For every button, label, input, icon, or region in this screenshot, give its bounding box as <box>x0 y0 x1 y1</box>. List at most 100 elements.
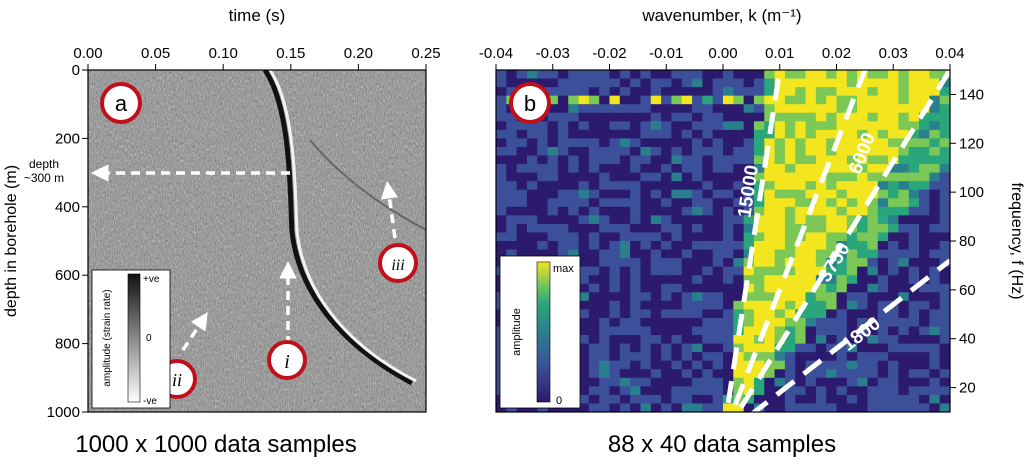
y-tick-label-a: 1000 <box>47 404 80 421</box>
heatmap-cell <box>908 95 920 105</box>
heatmap-cell <box>661 249 672 259</box>
heatmap-cell <box>929 403 941 412</box>
heatmap-cell <box>919 112 930 122</box>
heatmap-cell <box>805 70 817 80</box>
heatmap-cell <box>578 352 590 362</box>
heatmap-cell <box>753 146 765 156</box>
heatmap-cell <box>805 241 817 251</box>
heatmap-cell <box>877 223 889 233</box>
heatmap-cell <box>506 87 518 97</box>
heatmap-cell <box>599 70 610 80</box>
heatmap-cell <box>588 87 600 97</box>
heatmap-cell <box>681 266 693 276</box>
heatmap-cell <box>568 146 580 156</box>
heatmap-cell <box>867 232 879 242</box>
x-tick-label-b: 0.00 <box>708 45 737 62</box>
heatmap-cell <box>578 326 590 336</box>
heatmap-cell <box>857 87 868 97</box>
heatmap-cell <box>702 223 714 233</box>
heatmap-cell <box>774 369 786 379</box>
heatmap-cell <box>908 249 920 259</box>
heatmap-cell <box>599 181 610 191</box>
heatmap-cell <box>764 300 776 310</box>
heatmap-cell <box>857 275 868 285</box>
heatmap-cell <box>506 189 518 199</box>
heatmap-cell <box>650 369 662 379</box>
heatmap-cell <box>599 78 610 88</box>
heatmap-cell <box>712 249 724 259</box>
heatmap-cell <box>795 215 807 225</box>
heatmap-cell <box>815 266 827 276</box>
heatmap-cell <box>836 386 848 396</box>
panel-b-axes: -0.04 -0.03 -0.02 -0.01 0.00 0.01 0.02 0.03 0.04… <box>479 45 984 397</box>
heatmap-cell <box>599 335 610 345</box>
heatmap-cell <box>919 95 930 105</box>
heatmap-cell <box>619 292 631 302</box>
heatmap-cell <box>733 249 745 259</box>
heatmap-cell <box>826 369 837 379</box>
heatmap-cell <box>919 266 930 276</box>
heatmap-cell <box>609 112 621 122</box>
heatmap-cell <box>640 112 652 122</box>
heatmap-cell <box>774 232 786 242</box>
heatmap-cell <box>867 138 879 148</box>
heatmap-cell <box>795 275 807 285</box>
heatmap-cell <box>733 155 745 165</box>
heatmap-cell <box>908 70 920 80</box>
heatmap-cell <box>547 172 559 182</box>
heatmap-cell <box>815 292 827 302</box>
heatmap-cell <box>588 343 600 353</box>
heatmap-cell <box>578 232 590 242</box>
heatmap-cell <box>630 352 641 362</box>
heatmap-cell <box>908 258 920 268</box>
heatmap-cell <box>764 70 776 80</box>
heatmap-cell <box>619 172 631 182</box>
heatmap-cell <box>599 95 610 105</box>
heatmap-cell <box>578 249 590 259</box>
heatmap-cell <box>764 198 776 208</box>
heatmap-cell <box>588 377 600 387</box>
heatmap-cell <box>939 138 950 148</box>
heatmap-cell <box>815 335 827 345</box>
x-tick-label-b: -0.04 <box>479 45 513 62</box>
panel-b-xlabel: wavenumber, k (m⁻¹) <box>641 6 801 25</box>
heatmap-cell <box>723 70 734 80</box>
heatmap-cell <box>609 146 621 156</box>
heatmap-cell <box>681 275 693 285</box>
y-tick-label-b: 100 <box>959 184 984 201</box>
heatmap-cell <box>578 198 590 208</box>
heatmap-cell <box>898 360 910 370</box>
heatmap-cell <box>547 181 559 191</box>
heatmap-cell <box>661 78 672 88</box>
heatmap-cell <box>805 300 817 310</box>
x-tick-label-a: 0.10 <box>209 45 238 62</box>
heatmap-cell <box>557 223 569 233</box>
heatmap-cell <box>723 232 734 242</box>
heatmap-cell <box>692 78 703 88</box>
heatmap-cell <box>671 300 683 310</box>
heatmap-cell <box>578 223 590 233</box>
heatmap-cell <box>836 317 848 327</box>
heatmap-cell <box>692 172 703 182</box>
heatmap-cell <box>537 241 549 251</box>
heatmap-cell <box>867 403 879 412</box>
heatmap-cell <box>547 129 559 139</box>
heatmap-cell <box>743 369 755 379</box>
heatmap-cell <box>857 164 868 174</box>
heatmap-cell <box>496 70 507 80</box>
heatmap-cell <box>723 78 734 88</box>
heatmap-cell <box>795 146 807 156</box>
heatmap-cell <box>815 317 827 327</box>
heatmap-cell <box>661 172 672 182</box>
heatmap-cell <box>496 198 507 208</box>
heatmap-cell <box>599 164 610 174</box>
heatmap-cell <box>846 386 858 396</box>
heatmap-cell <box>774 300 786 310</box>
heatmap-cell <box>846 369 858 379</box>
heatmap-cell <box>516 232 528 242</box>
heatmap-cell <box>764 206 776 216</box>
heatmap-cell <box>867 112 879 122</box>
heatmap-cell <box>609 232 621 242</box>
heatmap-cell <box>578 360 590 370</box>
heatmap-cell <box>939 309 950 319</box>
